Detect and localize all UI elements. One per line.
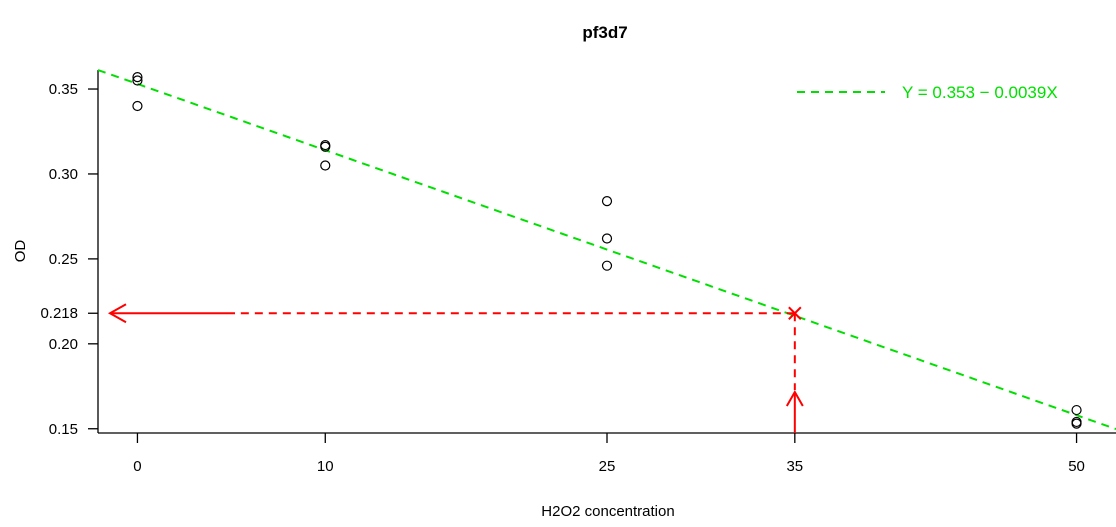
y-tick-label: 0.25: [49, 251, 78, 268]
legend-label: Y = 0.353 − 0.0039X: [902, 83, 1058, 102]
data-point: [320, 160, 331, 171]
y-tick-label: 0.30: [49, 166, 78, 183]
y-tick-label: 0.20: [49, 336, 78, 353]
data-point: [320, 141, 331, 152]
annotation-left-arrowhead: [107, 303, 127, 324]
x-tick-label: 10: [317, 458, 334, 475]
annotation-up-arrowhead: [785, 389, 804, 407]
data-point: [132, 100, 143, 112]
x-tick-label: 35: [786, 458, 803, 475]
data-point: [1071, 418, 1082, 429]
fit-line: [97, 69, 1116, 431]
x-tick-label: 25: [599, 458, 616, 475]
data-point: [132, 75, 143, 86]
annotation-layer: [107, 303, 804, 433]
data-point: [1071, 404, 1082, 416]
annotation-cross: [788, 306, 802, 320]
data-point: [601, 196, 613, 207]
y-tick-label: 0.218: [40, 305, 78, 322]
data-point: [601, 233, 613, 244]
y-axis: 0.15 0.20 0.218 0.25 0.30 0.35: [40, 70, 99, 438]
y-tick-label: 0.15: [49, 421, 78, 438]
x-axis: 0 10 25 35 50: [98, 432, 1116, 475]
x-tick-label: 0: [133, 458, 141, 475]
chart-title: pf3d7: [582, 23, 627, 42]
data-points: [132, 72, 1082, 429]
x-tick-label: 50: [1068, 458, 1085, 475]
data-point: [132, 72, 143, 83]
y-tick-label: 0.35: [49, 81, 78, 98]
x-axis-label: H2O2 concentration: [541, 503, 674, 520]
fit-line-layer: [97, 69, 1116, 431]
data-point: [601, 260, 613, 271]
y-axis-label: OD: [12, 240, 29, 263]
legend: Y = 0.353 − 0.0039X: [797, 83, 1058, 102]
